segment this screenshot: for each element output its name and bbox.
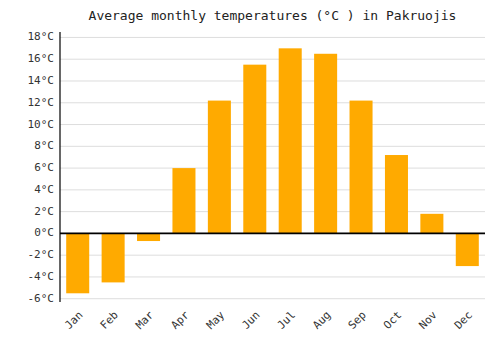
grid-line xyxy=(60,102,485,103)
grid-line xyxy=(60,168,485,169)
bar xyxy=(350,101,373,234)
y-tick-label: 6°C xyxy=(34,161,54,174)
y-tick-label: -4°C xyxy=(28,270,55,283)
grid-line xyxy=(60,211,485,212)
bar xyxy=(208,101,231,234)
grid-line xyxy=(60,37,485,38)
y-tick-label: 4°C xyxy=(34,183,54,196)
grid-line xyxy=(60,189,485,190)
y-tick-label: 12°C xyxy=(28,96,55,109)
grid-line xyxy=(60,233,485,234)
bar xyxy=(420,214,443,234)
bar xyxy=(456,233,479,266)
chart-svg: Average monthly temperatures (°C ) in Pa… xyxy=(0,0,500,350)
x-tick-label: Nov xyxy=(416,308,440,332)
y-tick-label: 0°C xyxy=(34,226,54,239)
x-tick-label: Jun xyxy=(239,309,262,332)
y-tick-label: 8°C xyxy=(34,139,54,152)
y-tick-label: 2°C xyxy=(34,205,54,218)
y-tick-label: 18°C xyxy=(28,30,55,43)
zero-line xyxy=(60,233,485,235)
x-axis: Jan Feb Mar Apr May Jun Jul Aug Sep Oct Nov Dec xyxy=(62,308,475,332)
x-tick-label: Mar xyxy=(133,308,157,332)
y-tick-label: -6°C xyxy=(28,292,55,305)
bars xyxy=(66,48,479,293)
bar xyxy=(102,233,125,282)
y-tick-label: 14°C xyxy=(28,74,55,87)
y-axis: -6°C -4°C -2°C 0°C 2°C 4°C 6°C 8°C 10°C 12°C 14°C 1… xyxy=(28,30,61,304)
bar xyxy=(314,54,337,234)
grid-line xyxy=(60,80,485,81)
chart-container: Average monthly temperatures (°C ) in Pa… xyxy=(0,0,500,350)
bar xyxy=(66,233,89,293)
x-tick-label: Feb xyxy=(98,309,121,332)
x-tick-label: Dec xyxy=(452,309,475,332)
x-tick-label: Apr xyxy=(168,308,192,332)
x-tick-label: Aug xyxy=(310,309,333,332)
grid-line xyxy=(60,146,485,147)
bar xyxy=(172,168,195,233)
grid xyxy=(60,37,485,298)
y-tick-label: 10°C xyxy=(28,118,55,131)
grid-line xyxy=(60,59,485,60)
y-tick-label: 16°C xyxy=(28,52,55,65)
x-tick-label: Sep xyxy=(346,309,369,332)
bar xyxy=(137,233,160,241)
bar xyxy=(243,65,266,234)
x-tick-label: May xyxy=(204,308,228,332)
y-tick-label: -2°C xyxy=(28,248,55,261)
x-tick-label: Jan xyxy=(62,309,85,332)
y-axis-line xyxy=(59,32,60,302)
title: Average monthly temperatures (°C ) in Pa… xyxy=(89,8,457,23)
bar xyxy=(279,48,302,233)
x-tick-label: Oct xyxy=(381,309,404,332)
grid-line xyxy=(60,124,485,125)
x-tick-label: Jul xyxy=(275,309,298,332)
grid-line xyxy=(60,298,485,299)
bar xyxy=(385,155,408,233)
